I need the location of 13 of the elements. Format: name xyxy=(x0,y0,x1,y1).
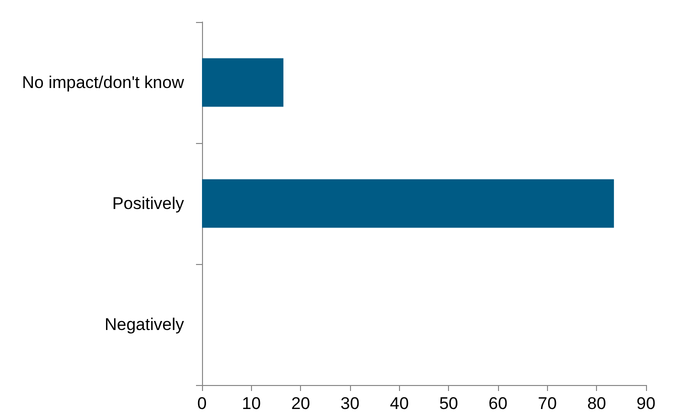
y-tick-label: Negatively xyxy=(104,315,184,334)
y-tick-label: Positively xyxy=(112,194,184,213)
y-tick-label: No impact/don't know xyxy=(22,73,185,92)
x-tick-label: 80 xyxy=(587,394,606,413)
x-tick-label: 40 xyxy=(390,394,409,413)
x-tick-label: 20 xyxy=(291,394,310,413)
x-tick-label: 90 xyxy=(636,394,656,413)
x-tick-label: 70 xyxy=(538,394,557,413)
x-tick-label: 30 xyxy=(340,394,360,413)
x-tick-label: 10 xyxy=(242,394,261,413)
x-tick-label: 0 xyxy=(197,394,207,413)
x-tick-label: 60 xyxy=(488,394,508,413)
x-tick-label: 50 xyxy=(439,394,458,413)
